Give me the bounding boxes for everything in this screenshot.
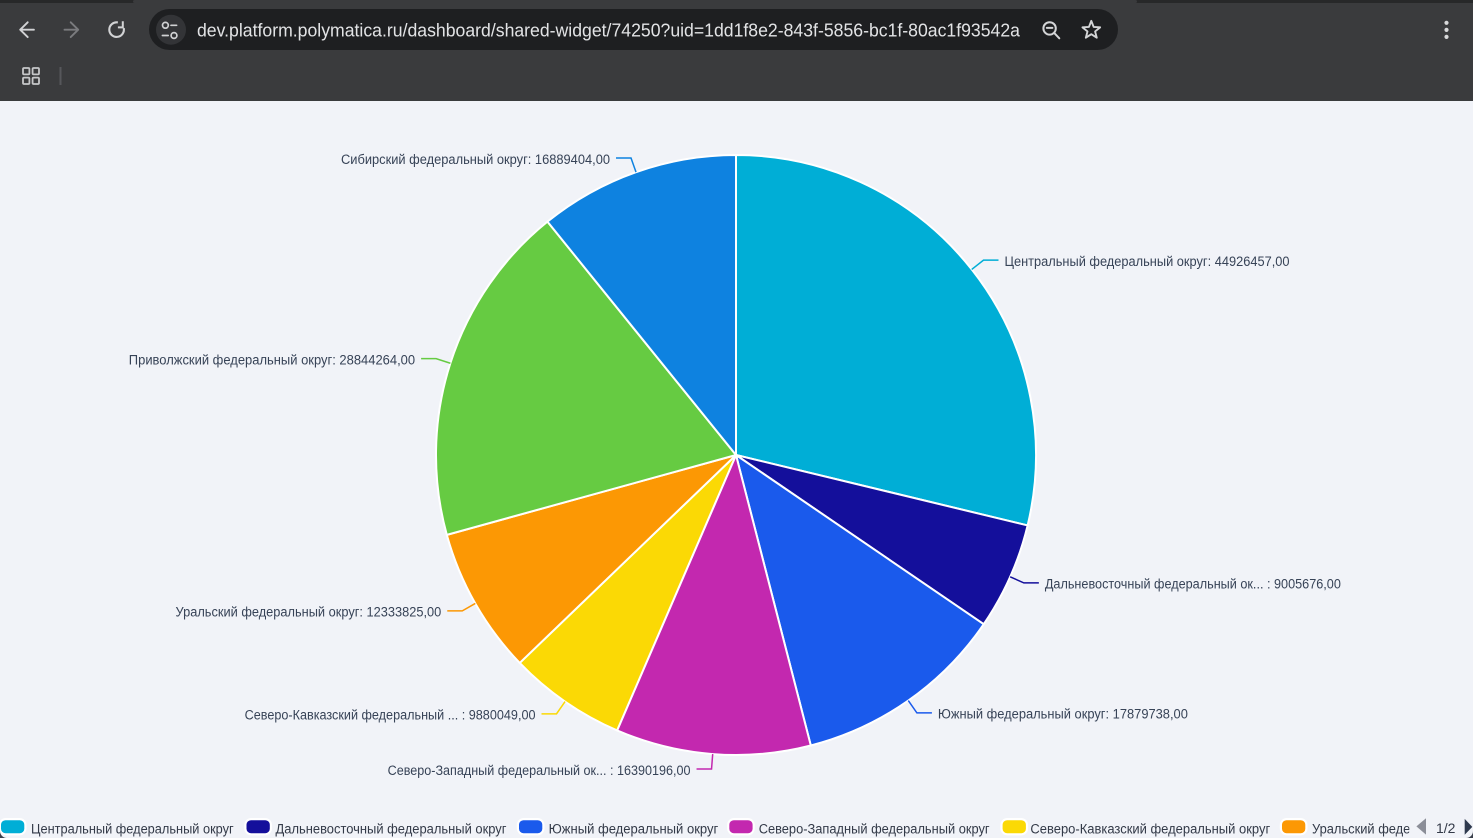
svg-text:dev.platform.polymatica.ru/das: dev.platform.polymatica.ru/dashboard/sha… [197, 20, 1021, 40]
svg-text:Южный федеральный округ: Южный федеральный округ [549, 822, 719, 837]
svg-text:Северо-Кавказский федеральный: Северо-Кавказский федеральный ... : 9880… [245, 708, 536, 723]
svg-text:1/2: 1/2 [1436, 820, 1456, 836]
svg-text:Уральский федеральный округ: 1: Уральский федеральный округ: 12333825,00 [176, 605, 442, 620]
svg-text:Центральный федеральный округ: Центральный федеральный округ [31, 822, 234, 837]
svg-text:Северо-Западный федеральный ок: Северо-Западный федеральный округ [759, 822, 990, 837]
svg-text:Дальневосточный федеральный ок: Дальневосточный федеральный округ [276, 822, 507, 837]
svg-text:Сибирский федеральный округ: 1: Сибирский федеральный округ: 16889404,00 [341, 152, 610, 167]
svg-text:Дальневосточный федеральный ок: Дальневосточный федеральный ок... : 9005… [1045, 577, 1341, 592]
svg-text:Северо-Западный федеральный ок: Северо-Западный федеральный ок... : 1639… [388, 763, 691, 778]
svg-text:Северо-Кавказский федеральный: Северо-Кавказский федеральный округ [1030, 822, 1270, 837]
svg-text:Приволжский федеральный округ:: Приволжский федеральный округ: 28844264,… [129, 352, 415, 367]
svg-text:Уральский федеральный округ: Уральский федеральный округ [1312, 822, 1473, 837]
svg-text:Центральный федеральный округ:: Центральный федеральный округ: 44926457,… [1005, 254, 1290, 269]
svg-text:Южный федеральный округ: 17879: Южный федеральный округ: 17879738,00 [938, 707, 1188, 722]
